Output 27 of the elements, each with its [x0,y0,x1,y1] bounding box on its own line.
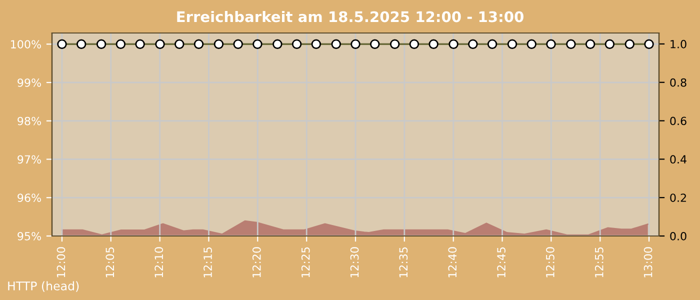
y2-tick-label: 0.4 [670,155,686,164]
x-tick-label: 12:00 [56,247,66,278]
x-tick-label: 12:30 [350,247,359,278]
y2-tick-label: 1.0 [670,40,686,48]
text: HTTP (head) [8,281,79,292]
y-tick-label: 97% [18,155,41,164]
y2-tick-label: 0.8 [670,78,686,87]
y-tick-label: 98% [18,116,41,126]
x-tick-label: 12:15 [204,247,212,278]
x-tick-label: 12:55 [594,247,604,278]
y-tick-label: 95% [18,232,41,240]
y-tick-label: 99% [18,78,41,87]
y2-tick-label: 0.6 [670,116,686,126]
x-tick-label: 12:25 [301,247,310,278]
x-tick-label: 12:10 [154,247,164,278]
y-tick-label: 100% [11,40,41,49]
y-tick-label: 96% [18,194,41,202]
x-tick-label: 12:50 [546,247,554,278]
x-tick-label: 12:05 [106,247,114,278]
x-tick-label: 12:35 [399,247,408,278]
chart-title: Erreichbarkeit am 18.5.2025 12:00 - 13:00 [177,10,524,22]
x-tick-label: 12:20 [252,247,261,278]
x-tick-label: 13:00 [644,247,652,278]
x-tick-label: 12:40 [448,247,457,278]
y2-tick-label: 0.2 [670,194,686,202]
y2-tick-label: 0.0 [670,232,686,240]
x-tick-label: 12:45 [497,247,506,278]
